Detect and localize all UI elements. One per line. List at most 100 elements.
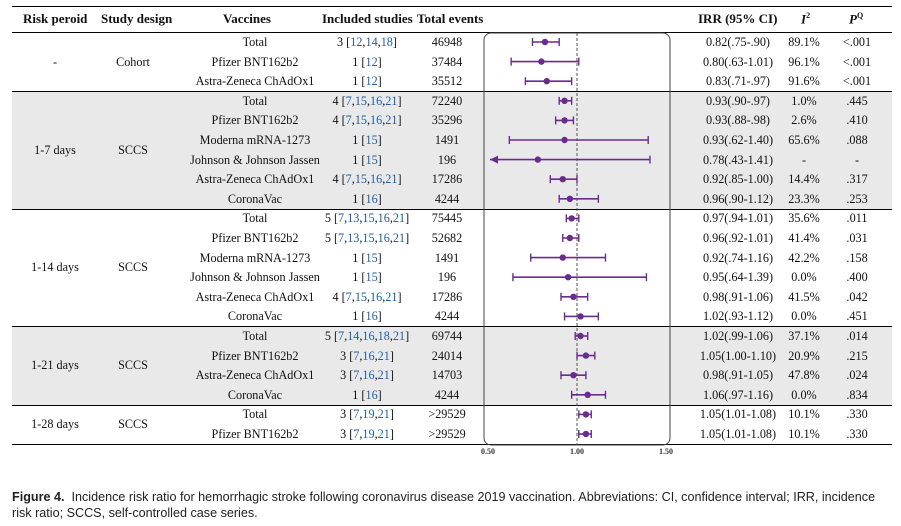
reference-link[interactable]: 15 (365, 152, 378, 167)
reference-link[interactable]: 21 (385, 172, 398, 187)
reference-link[interactable]: 19 (362, 427, 375, 441)
reference-link[interactable]: 7 (353, 427, 360, 441)
point-estimate (543, 78, 550, 85)
reference-link[interactable]: 12 (365, 54, 378, 69)
table-rule (12, 6, 892, 7)
reference-link[interactable]: 16 (377, 211, 390, 226)
point-estimate (582, 411, 590, 418)
reference-link[interactable]: 21 (377, 348, 390, 363)
ref-close: ] (389, 348, 394, 363)
ref-close: ] (397, 93, 402, 108)
reference-link[interactable]: 15 (354, 113, 367, 128)
ref-close: ] (397, 113, 402, 128)
reference-link[interactable]: 16 (362, 368, 375, 383)
header-i2-superscript: 2 (806, 11, 811, 20)
reference-link[interactable]: 18 (380, 35, 393, 49)
reference-link[interactable]: 13 (347, 211, 360, 226)
vaccine-cell: Moderna mRNA-1273 (199, 250, 311, 265)
reference-link[interactable]: 21 (385, 113, 398, 128)
i2-cell: 1.0% (791, 93, 817, 108)
included-studies-cell: 5 [7,14,16,18,21] (325, 329, 409, 343)
reference-link[interactable]: 7 (345, 289, 352, 304)
total-events-cell: 4244 (434, 387, 460, 402)
total-events-cell: 196 (437, 270, 457, 285)
reference-link[interactable]: 12 (350, 35, 363, 49)
study-count: 5 [ (324, 211, 339, 226)
study-count: 5 [ (324, 231, 339, 245)
included-studies-cell: 3 [7,16,21] (340, 349, 394, 363)
reference-link[interactable]: 12 (365, 74, 378, 89)
reference-link[interactable]: 16 (370, 113, 383, 128)
reference-link[interactable]: 15 (365, 270, 378, 285)
reference-link[interactable]: 16 (365, 191, 378, 206)
reference-link[interactable]: 7 (338, 211, 345, 226)
reference-link[interactable]: 16 (365, 309, 378, 324)
reference-link[interactable]: 16 (362, 348, 375, 363)
pq-cell: .215 (846, 348, 868, 363)
reference-link[interactable]: 15 (362, 231, 375, 245)
ref-separator: , (362, 35, 366, 49)
reference-link[interactable]: 21 (385, 93, 398, 108)
ci-arrow-low (490, 155, 498, 164)
reference-link[interactable]: 7 (345, 113, 352, 128)
reference-link[interactable]: 7 (345, 93, 352, 108)
reference-link[interactable]: 21 (377, 407, 390, 422)
point-estimate (538, 58, 545, 65)
reference-link[interactable]: 7 (353, 348, 360, 363)
reference-link[interactable]: 16 (370, 93, 383, 108)
point-estimate (570, 293, 577, 300)
reference-link[interactable]: 21 (392, 231, 406, 245)
reference-link[interactable]: 21 (385, 289, 398, 304)
irr-cell: 0.92(.74-1.16) (702, 250, 774, 265)
reference-link[interactable]: 16 (365, 387, 378, 402)
pq-cell: .400 (846, 270, 868, 285)
reference-link[interactable]: 21 (377, 427, 390, 441)
i2-cell: 0.0% (791, 270, 817, 285)
irr-cell: 0.83(.71-.97) (706, 74, 770, 89)
study-count: 3 [ (340, 407, 354, 422)
point-estimate (561, 136, 568, 144)
reference-link[interactable]: 15 (362, 211, 375, 226)
irr-cell: 1.02(.99-1.06) (702, 329, 774, 343)
reference-link[interactable]: 16 (377, 231, 390, 245)
reference-link[interactable]: 7 (338, 329, 345, 343)
point-estimate (577, 313, 584, 320)
irr-cell: 0.96(.92-1.01) (702, 231, 774, 245)
reference-link[interactable]: 14 (347, 329, 360, 343)
i2-cell: 35.6% (788, 211, 820, 226)
pq-cell: .834 (846, 387, 868, 402)
irr-cell: 1.05(1.01-1.08) (699, 407, 777, 422)
reference-link[interactable]: 21 (392, 329, 406, 343)
ref-close: ] (377, 54, 382, 69)
reference-link[interactable]: 15 (365, 250, 378, 265)
reference-link[interactable]: 16 (370, 172, 383, 187)
reference-link[interactable]: 15 (365, 133, 378, 147)
table-rule (12, 91, 892, 92)
reference-link[interactable]: 21 (377, 368, 390, 383)
reference-link[interactable]: 7 (338, 231, 345, 245)
point-estimate (561, 97, 568, 105)
reference-link[interactable]: 15 (354, 289, 367, 304)
i2-cell: 2.6% (791, 113, 817, 128)
vaccine-cell: Pfizer BNT162b2 (211, 231, 299, 245)
header-risk-period: Risk peroid (23, 11, 88, 26)
reference-link[interactable]: 16 (362, 329, 375, 343)
reference-link[interactable]: 13 (347, 231, 360, 245)
reference-link[interactable]: 19 (362, 407, 375, 422)
total-events-cell: >29529 (428, 427, 466, 441)
ref-separator: , (351, 289, 355, 304)
reference-link[interactable]: 7 (353, 407, 360, 422)
reference-link[interactable]: 18 (377, 329, 390, 343)
ref-separator: , (382, 113, 386, 128)
reference-link[interactable]: 21 (392, 211, 406, 226)
ref-separator: , (377, 35, 381, 49)
reference-link[interactable]: 14 (365, 35, 378, 49)
reference-link[interactable]: 15 (354, 172, 367, 187)
reference-link[interactable]: 7 (345, 172, 352, 187)
vaccine-cell: CoronaVac (227, 387, 283, 402)
ref-close: ] (377, 191, 382, 206)
reference-link[interactable]: 16 (370, 289, 383, 304)
reference-link[interactable]: 7 (353, 368, 360, 383)
reference-link[interactable]: 15 (354, 93, 367, 108)
i2-cell: - (801, 152, 807, 167)
